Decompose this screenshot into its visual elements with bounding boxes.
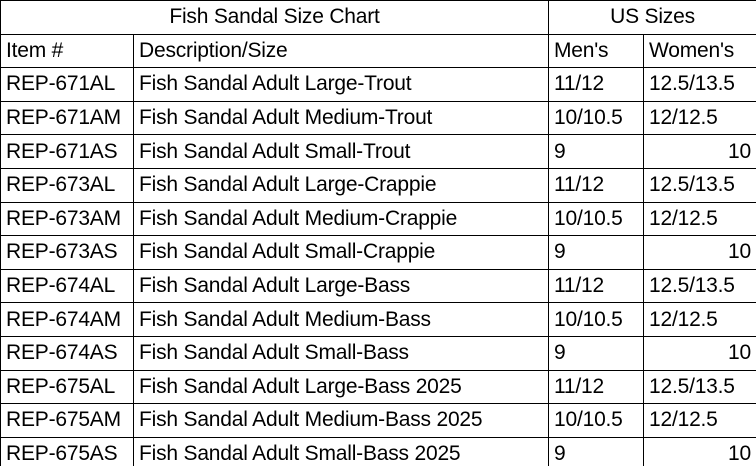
- description-cell: Fish Sandal Adult Medium-Trout: [133, 100, 549, 136]
- table-row: REP-673AS Fish Sandal Adult Small-Crappi…: [0, 235, 756, 270]
- mens-size-cell: 9: [548, 436, 644, 466]
- mens-size-cell: 10/10.5: [548, 302, 644, 337]
- womens-size-cell: 10: [642, 436, 756, 466]
- description-cell: Fish Sandal Adult Large-Crappie: [133, 167, 549, 203]
- womens-size-cell: 12/12.5: [642, 302, 756, 337]
- item-cell: REP-671AM: [0, 100, 134, 136]
- mens-size-cell: 9: [548, 235, 644, 270]
- table-row: REP-671AL Fish Sandal Adult Large-Trout …: [0, 67, 756, 102]
- womens-size-cell: 12.5/13.5: [642, 67, 756, 102]
- table-row: REP-671AM Fish Sandal Adult Medium-Trout…: [0, 100, 756, 136]
- table-row: REP-674AS Fish Sandal Adult Small-Bass 9…: [0, 335, 756, 371]
- mens-size-cell: 11/12: [548, 167, 644, 203]
- table-row: REP-675AL Fish Sandal Adult Large-Bass 2…: [0, 369, 756, 405]
- womens-size-cell: 12/12.5: [642, 201, 756, 237]
- description-cell: Fish Sandal Adult Medium-Bass: [133, 302, 549, 337]
- womens-size-cell: 12/12.5: [642, 403, 756, 438]
- description-cell: Fish Sandal Adult Large-Trout: [133, 67, 549, 102]
- mens-size-cell: 10/10.5: [548, 201, 644, 237]
- womens-size-cell: 12.5/13.5: [642, 268, 756, 304]
- mens-size-cell: 11/12: [548, 268, 644, 304]
- womens-size-cell: 10: [642, 134, 756, 169]
- table-row: REP-673AL Fish Sandal Adult Large-Crappi…: [0, 167, 756, 203]
- item-cell: REP-675AS: [0, 436, 134, 466]
- us-sizes-title: US Sizes: [547, 0, 756, 35]
- mens-size-cell: 9: [548, 134, 644, 169]
- description-cell: Fish Sandal Adult Small-Bass 2025: [133, 436, 549, 466]
- womens-size-cell: 12/12.5: [642, 100, 756, 136]
- table-row: REP-674AM Fish Sandal Adult Medium-Bass …: [0, 302, 756, 337]
- column-header-womens: Women's: [642, 33, 756, 69]
- table-row: REP-674AL Fish Sandal Adult Large-Bass 1…: [0, 268, 756, 304]
- description-cell: Fish Sandal Adult Medium-Crappie: [133, 201, 549, 237]
- item-cell: REP-673AL: [0, 167, 134, 203]
- item-cell: REP-671AL: [0, 67, 134, 102]
- table-row: REP-671AS Fish Sandal Adult Small-Trout …: [0, 134, 756, 169]
- mens-size-cell: 11/12: [548, 369, 644, 405]
- item-cell: REP-673AM: [0, 201, 134, 237]
- item-cell: REP-674AM: [0, 302, 134, 337]
- mens-size-cell: 11/12: [548, 67, 644, 102]
- column-header-item: Item #: [0, 33, 134, 69]
- description-cell: Fish Sandal Adult Small-Trout: [133, 134, 549, 169]
- womens-size-cell: 12.5/13.5: [642, 167, 756, 203]
- description-cell: Fish Sandal Adult Large-Bass: [133, 268, 549, 304]
- item-cell: REP-671AS: [0, 134, 134, 169]
- description-cell: Fish Sandal Adult Medium-Bass 2025: [133, 403, 549, 438]
- chart-title: Fish Sandal Size Chart: [0, 0, 549, 35]
- table-row: REP-675AS Fish Sandal Adult Small-Bass 2…: [0, 436, 756, 466]
- column-header-description: Description/Size: [133, 33, 549, 69]
- item-cell: REP-673AS: [0, 235, 134, 270]
- item-cell: REP-674AL: [0, 268, 134, 304]
- mens-size-cell: 10/10.5: [548, 403, 644, 438]
- table-title-row: Fish Sandal Size Chart US Sizes: [0, 0, 756, 35]
- womens-size-cell: 10: [642, 235, 756, 270]
- womens-size-cell: 12.5/13.5: [642, 369, 756, 405]
- womens-size-cell: 10: [642, 335, 756, 371]
- item-cell: REP-675AM: [0, 403, 134, 438]
- item-cell: REP-675AL: [0, 369, 134, 405]
- mens-size-cell: 10/10.5: [548, 100, 644, 136]
- item-cell: REP-674AS: [0, 335, 134, 371]
- description-cell: Fish Sandal Adult Large-Bass 2025: [133, 369, 549, 405]
- mens-size-cell: 9: [548, 335, 644, 371]
- column-header-row: Item # Description/Size Men's Women's: [0, 33, 756, 69]
- description-cell: Fish Sandal Adult Small-Crappie: [133, 235, 549, 270]
- table-row: REP-675AM Fish Sandal Adult Medium-Bass …: [0, 403, 756, 438]
- column-header-mens: Men's: [548, 33, 644, 69]
- description-cell: Fish Sandal Adult Small-Bass: [133, 335, 549, 371]
- table-row: REP-673AM Fish Sandal Adult Medium-Crapp…: [0, 201, 756, 237]
